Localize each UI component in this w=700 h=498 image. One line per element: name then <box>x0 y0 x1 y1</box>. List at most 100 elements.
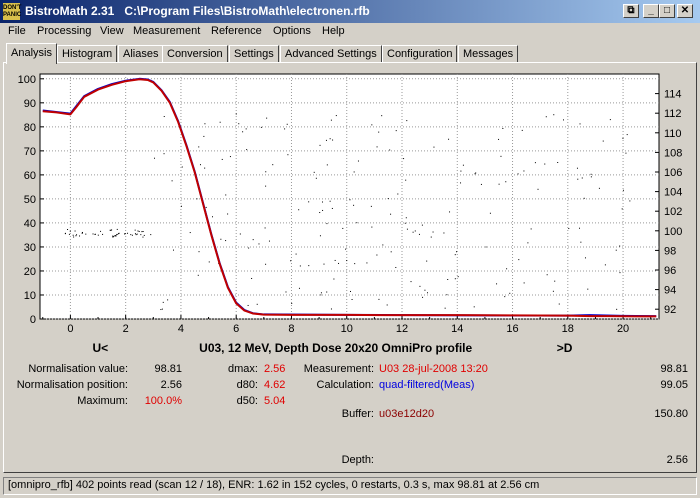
menu-measurement[interactable]: Measurement <box>133 25 201 37</box>
normalisation-position: 2.56 <box>160 379 182 391</box>
d50-label: d50: <box>236 395 258 407</box>
y-right-tick-label: 104 <box>664 187 682 199</box>
derivative-point <box>331 207 333 209</box>
derivative-point <box>76 234 78 236</box>
derivative-point <box>430 236 432 238</box>
derivative-point <box>509 292 511 294</box>
derivative-point <box>489 212 491 214</box>
restore-icon[interactable]: ⧉ <box>623 4 639 18</box>
derivative-point <box>421 224 423 226</box>
derivative-point <box>167 299 169 301</box>
derivative-point <box>203 135 205 137</box>
derivative-point <box>94 233 96 235</box>
derivative-point <box>475 172 477 174</box>
d80-label: d80: <box>236 379 258 391</box>
derivative-point <box>390 251 392 253</box>
derivative-point <box>504 296 506 298</box>
derivative-point <box>382 244 384 246</box>
y-tick-label: 100 <box>18 74 36 86</box>
x-tick-label: 0 <box>67 323 73 335</box>
tab-advanced-settings[interactable]: Advanced Settings <box>280 45 382 63</box>
derivative-point <box>330 308 332 310</box>
derivative-point <box>265 171 267 173</box>
normalisation-position-label: Normalisation position: <box>16 379 128 391</box>
maximize-button[interactable]: □ <box>659 4 675 18</box>
derivative-point <box>621 208 623 210</box>
derivative-point <box>130 234 132 236</box>
tab-analysis[interactable]: Analysis <box>6 43 57 64</box>
menu-options[interactable]: Options <box>273 25 311 37</box>
tab-messages[interactable]: Messages <box>458 45 519 63</box>
derivative-point <box>626 134 628 136</box>
y-right-tick-label: 100 <box>664 226 682 238</box>
tab-conversion[interactable]: Conversion <box>162 45 228 63</box>
derivative-point <box>74 230 76 232</box>
derivative-point <box>134 233 136 235</box>
menu-processing[interactable]: Processing <box>37 25 92 37</box>
derivative-point <box>138 230 140 232</box>
derivative-point <box>622 189 624 191</box>
menu-file[interactable]: File <box>8 25 26 37</box>
derivative-point <box>330 119 332 121</box>
d80-value: 4.62 <box>264 379 286 391</box>
app-name: BistroMath 2.31 <box>25 4 115 18</box>
derivative-point <box>238 123 240 125</box>
derivative-point <box>109 229 111 231</box>
derivative-point <box>353 204 355 206</box>
window-title: BistroMath 2.31 C:\Program Files\BistroM… <box>25 4 370 18</box>
derivative-point <box>422 296 424 298</box>
derivative-point <box>322 201 324 203</box>
derivative-point <box>287 154 289 156</box>
minimize-button[interactable]: _ <box>643 4 659 18</box>
tab-histogram[interactable]: Histogram <box>57 45 118 63</box>
depth-dose-chart[interactable]: 0 2 4 6 8 10 12 14 16 18 20 0 10 20 30 40 50 60 70 80 90 100 9… <box>0 64 700 360</box>
derivative-point <box>124 233 126 235</box>
tab-settings[interactable]: Settings <box>229 45 279 63</box>
derivative-point <box>112 236 114 238</box>
derivative-point <box>462 164 464 166</box>
derivative-point <box>387 198 389 200</box>
derivative-point <box>619 272 621 274</box>
depth-label: Depth: <box>341 454 374 466</box>
menu-view[interactable]: View <box>100 25 124 37</box>
derivative-point <box>376 146 378 148</box>
tab-aliases[interactable]: Aliases <box>118 45 164 63</box>
derivative-point <box>325 139 327 141</box>
derivative-point <box>590 173 592 175</box>
x-tick-label: 4 <box>178 323 184 335</box>
x-tick-label: 10 <box>341 323 353 335</box>
derivative-point <box>127 232 129 234</box>
derivative-point <box>395 130 397 132</box>
derivative-point <box>456 251 458 253</box>
derivative-point <box>189 232 191 234</box>
y-tick-label: 0 <box>30 314 36 326</box>
derivative-point <box>426 292 428 294</box>
x-tick-label: 18 <box>562 323 574 335</box>
derivative-point <box>583 197 585 199</box>
derivative-point <box>419 285 421 287</box>
derivative-point <box>81 232 83 234</box>
right-marker-label: >D <box>557 341 573 355</box>
depth-value: 2.56 <box>666 454 688 466</box>
derivative-point <box>323 263 325 265</box>
menu-help[interactable]: Help <box>322 25 345 37</box>
derivative-point <box>264 227 266 229</box>
calculation-label: Calculation: <box>316 379 374 391</box>
derivative-point <box>118 232 120 234</box>
derivative-point <box>322 209 324 211</box>
derivative-point <box>454 278 456 280</box>
derivative-point <box>609 119 611 121</box>
derivative-point <box>554 280 556 282</box>
tab-configuration[interactable]: Configuration <box>382 45 458 63</box>
derivative-point <box>116 233 118 235</box>
derivative-point <box>171 180 173 182</box>
menu-reference[interactable]: Reference <box>211 25 262 37</box>
derivative-point <box>457 276 459 278</box>
derivative-point <box>366 262 368 264</box>
y-right-tick-label: 96 <box>664 265 676 277</box>
close-button[interactable]: ✕ <box>677 4 693 18</box>
normalisation-value-label: Normalisation value: <box>28 363 128 375</box>
derivative-point <box>196 198 198 200</box>
derivative-point <box>256 303 258 305</box>
derivative-point <box>199 164 201 166</box>
